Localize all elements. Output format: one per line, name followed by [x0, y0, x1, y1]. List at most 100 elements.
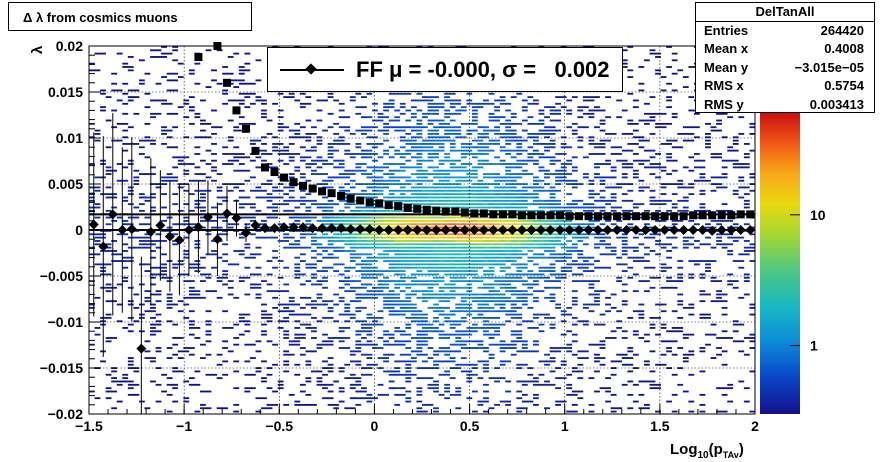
- heatmap-cell: [627, 357, 634, 359]
- heatmap-cell: [244, 276, 251, 279]
- heatmap-cell: [488, 189, 495, 192]
- heatmap-cell: [399, 169, 406, 172]
- heatmap-cell: [560, 377, 567, 380]
- heatmap-cell: [244, 373, 251, 376]
- heatmap-cell: [660, 363, 667, 366]
- heatmap-cell: [222, 102, 229, 105]
- heatmap-cell: [372, 186, 378, 189]
- heatmap-cell: [338, 199, 345, 202]
- heatmap-cell: [111, 89, 118, 92]
- heatmap-cell: [366, 363, 373, 366]
- heatmap-cell: [477, 219, 484, 222]
- heatmap-cell: [399, 216, 406, 219]
- heatmap-cell: [494, 377, 500, 380]
- heatmap-cell: [516, 219, 523, 222]
- heatmap-cell: [366, 223, 373, 226]
- heatmap-cell: [444, 373, 451, 376]
- heatmap-cell: [488, 337, 495, 339]
- heatmap-cell: [510, 240, 517, 242]
- heatmap-cell: [527, 293, 534, 296]
- heatmap-cell: [316, 377, 323, 380]
- heatmap-cell: [222, 276, 229, 279]
- heatmap-cell: [488, 196, 495, 199]
- heatmap-cell: [433, 219, 439, 222]
- heatmap-cell: [388, 260, 395, 262]
- heatmap-cell: [360, 343, 367, 346]
- heatmap-cell: [460, 223, 467, 226]
- heatmap-cell: [360, 373, 367, 376]
- heatmap-cell: [549, 119, 556, 122]
- heatmap-cell: [571, 323, 578, 326]
- heatmap-cell: [238, 156, 245, 159]
- heatmap-cell: [272, 149, 278, 152]
- heatmap-cell: [388, 266, 395, 269]
- square-marker: [441, 207, 450, 216]
- heatmap-cell: [738, 260, 745, 262]
- heatmap-cell: [138, 236, 145, 239]
- heatmap-cell: [471, 250, 478, 252]
- heatmap-cell: [655, 153, 661, 155]
- heatmap-cell: [427, 132, 434, 135]
- heatmap-cell: [460, 122, 467, 125]
- heatmap-cell: [322, 266, 328, 269]
- heatmap-cell: [471, 153, 478, 155]
- heatmap-cell: [621, 263, 628, 266]
- heatmap-cell: [471, 119, 478, 122]
- heatmap-cell: [477, 102, 484, 105]
- heatmap-cell: [150, 143, 156, 145]
- heatmap-cell: [610, 193, 617, 196]
- heatmap-cell: [521, 383, 528, 386]
- heatmap-cell: [555, 189, 562, 192]
- heatmap-cell: [449, 126, 456, 129]
- heatmap-cell: [255, 156, 262, 159]
- heatmap-cell: [538, 203, 545, 206]
- heatmap-cell: [505, 209, 512, 212]
- heatmap-cell: [355, 209, 362, 212]
- heatmap-cell: [238, 116, 245, 119]
- heatmap-cell: [705, 260, 711, 262]
- heatmap-cell: [477, 236, 484, 239]
- heatmap-cell: [144, 72, 151, 75]
- heatmap-cell: [716, 233, 722, 236]
- heatmap-cell: [433, 199, 439, 202]
- heatmap-cell: [177, 186, 184, 189]
- heatmap-cell: [427, 159, 434, 162]
- heatmap-cell: [560, 260, 567, 262]
- heatmap-cell: [366, 316, 373, 319]
- heatmap-cell: [427, 273, 434, 276]
- heatmap-cell: [610, 393, 617, 396]
- heatmap-cell: [738, 176, 745, 179]
- heatmap-cell: [244, 387, 251, 390]
- heatmap-cell: [582, 243, 589, 246]
- heatmap-cell: [188, 69, 195, 72]
- heatmap-cell: [394, 340, 401, 343]
- heatmap-cell: [394, 273, 401, 276]
- heatmap-cell: [272, 236, 278, 239]
- heatmap-cell: [571, 186, 578, 189]
- heatmap-cell: [549, 357, 556, 359]
- heatmap-cell: [460, 280, 467, 283]
- heatmap-cell: [716, 337, 722, 339]
- heatmap-cell: [488, 129, 495, 132]
- heatmap-cell: [150, 333, 156, 336]
- heatmap-cell: [521, 223, 528, 226]
- heatmap-cell: [322, 340, 328, 343]
- heatmap-cell: [599, 179, 606, 182]
- square-marker: [413, 204, 422, 213]
- heatmap-cell: [422, 353, 428, 356]
- heatmap-cell: [238, 66, 245, 68]
- heatmap-cell: [105, 397, 112, 400]
- heatmap-cell: [122, 266, 129, 269]
- heatmap-cell: [510, 276, 517, 279]
- heatmap-cell: [682, 236, 689, 239]
- heatmap-cell: [410, 273, 417, 276]
- heatmap-cell: [360, 253, 367, 256]
- heatmap-cell: [283, 306, 290, 309]
- heatmap-cell: [410, 276, 417, 279]
- heatmap-cell: [155, 367, 162, 369]
- heatmap-cell: [599, 209, 606, 212]
- heatmap-cell: [477, 343, 484, 346]
- heatmap-cell: [255, 296, 262, 299]
- heatmap-cell: [483, 203, 489, 206]
- heatmap-cell: [155, 246, 162, 249]
